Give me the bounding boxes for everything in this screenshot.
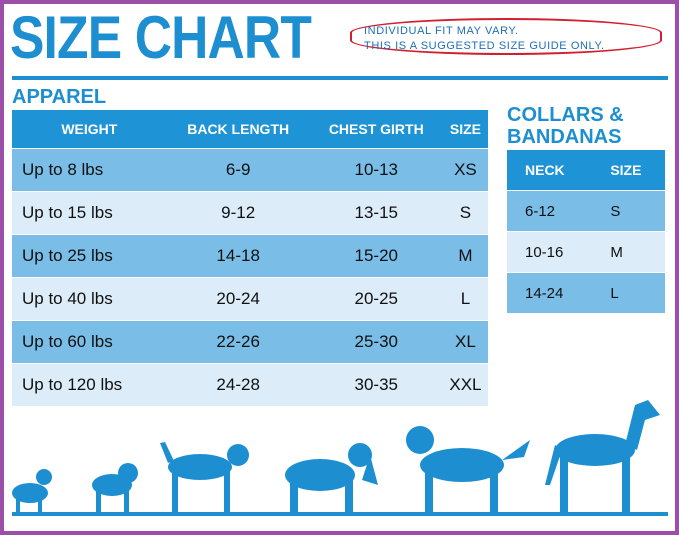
neck-cell: 10-16 [507,232,593,272]
back-length-cell: 22-26 [166,321,310,363]
table-row: Up to 15 lbs 9-12 13-15 S [12,192,488,234]
col-chest-girth: CHEST GIRTH [309,110,443,148]
note-line-2: THIS IS A SUGGESTED SIZE GUIDE ONLY. [364,40,605,52]
title-underline [12,76,668,80]
size-cell: M [442,235,488,277]
weight-cell: Up to 25 lbs [12,235,167,277]
col-size: SIZE [592,150,665,190]
chihuahua-icon [12,469,52,512]
table-row: 14-24 L [507,273,665,313]
size-cell: S [592,191,665,231]
apparel-table: WEIGHT BACK LENGTH CHEST GIRTH SIZE Up t… [12,109,488,407]
table-header-row: NECK SIZE [507,150,665,190]
neck-cell: 14-24 [507,273,593,313]
back-length-cell: 24-28 [166,364,310,406]
back-length-cell: 14-18 [166,235,310,277]
weight-cell: Up to 120 lbs [12,364,167,406]
table-row: Up to 60 lbs 22-26 25-30 XL [12,321,488,363]
col-weight: WEIGHT [12,110,167,148]
size-cell: M [592,232,665,272]
page-title: SIZE CHART [10,4,312,71]
chest-girth-cell: 10-13 [309,149,443,191]
ground-line [12,512,668,516]
col-neck: NECK [507,150,593,190]
back-length-cell: 20-24 [166,278,310,320]
back-length-cell: 9-12 [166,192,310,234]
table-row: Up to 8 lbs 6-9 10-13 XS [12,149,488,191]
col-size: SIZE [442,110,488,148]
table-row: 6-12 S [507,191,665,231]
chest-girth-cell: 13-15 [309,192,443,234]
col-back-length: BACK LENGTH [166,110,310,148]
beagle-icon [160,442,249,512]
size-cell: L [592,273,665,313]
table-row: Up to 120 lbs 24-28 30-35 XXL [12,364,488,406]
pug-icon [92,463,138,512]
weight-cell: Up to 8 lbs [12,149,167,191]
size-cell: XXL [442,364,488,406]
weight-cell: Up to 40 lbs [12,278,167,320]
neck-cell: 6-12 [507,191,593,231]
spaniel-icon [285,443,378,512]
size-cell: L [442,278,488,320]
back-length-cell: 6-9 [166,149,310,191]
weight-cell: Up to 60 lbs [12,321,167,363]
size-cell: XL [442,321,488,363]
mixed-breed-icon [406,426,530,512]
collars-heading-line-2: BANDANAS [507,126,622,148]
apparel-heading: APPAREL [12,86,107,108]
chest-girth-cell: 20-25 [309,278,443,320]
chest-girth-cell: 25-30 [309,321,443,363]
note-line-1: INDIVIDUAL FIT MAY VARY. [364,25,519,37]
dog-silhouettes [12,400,660,512]
chest-girth-cell: 15-20 [309,235,443,277]
chest-girth-cell: 30-35 [309,364,443,406]
table-row: Up to 25 lbs 14-18 15-20 M [12,235,488,277]
table-row: 10-16 M [507,232,665,272]
great-dane-icon [545,400,660,512]
fit-disclaimer: INDIVIDUAL FIT MAY VARY. THIS IS A SUGGE… [350,18,662,55]
size-cell: XS [442,149,488,191]
collars-heading-line-1: COLLARS & [507,104,624,126]
table-header-row: WEIGHT BACK LENGTH CHEST GIRTH SIZE [12,110,488,148]
collars-table: NECK SIZE 6-12 S 10-16 M 14-24 L [507,149,665,314]
collars-heading: COLLARS & BANDANAS [507,104,624,148]
table-row: Up to 40 lbs 20-24 20-25 L [12,278,488,320]
weight-cell: Up to 15 lbs [12,192,167,234]
size-cell: S [442,192,488,234]
